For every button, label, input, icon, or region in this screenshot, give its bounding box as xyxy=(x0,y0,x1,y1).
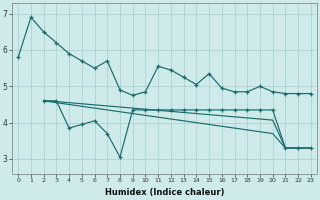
X-axis label: Humidex (Indice chaleur): Humidex (Indice chaleur) xyxy=(105,188,224,197)
